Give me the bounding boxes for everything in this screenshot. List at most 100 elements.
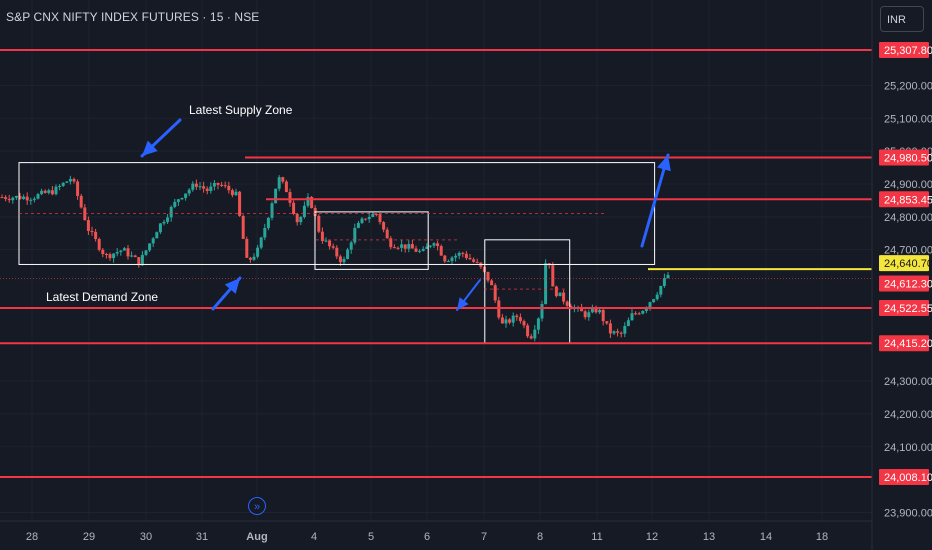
candle: [292, 200, 296, 216]
candle: [504, 315, 508, 328]
price-tick-label: 24,100.00: [884, 442, 932, 454]
candle: [529, 333, 533, 340]
candle-body: [565, 301, 569, 306]
candle: [533, 325, 537, 342]
supply-zone-arrow: [140, 118, 182, 158]
candle-body: [335, 247, 339, 257]
candle: [86, 216, 90, 235]
candle: [655, 291, 659, 301]
candle-body: [511, 315, 515, 323]
candle: [284, 179, 288, 193]
candle-body: [72, 178, 76, 182]
candle: [184, 193, 188, 201]
candle-body: [97, 239, 101, 250]
candle-body: [263, 227, 267, 238]
candle: [205, 186, 209, 195]
candle: [425, 243, 429, 250]
level-price-label: 24,415.20: [879, 335, 932, 352]
candle-body: [65, 181, 69, 183]
candle-body: [389, 238, 393, 248]
candle: [47, 188, 51, 195]
candle-body: [11, 197, 15, 201]
time-tick-label: 12: [646, 531, 658, 543]
candle-body: [558, 292, 562, 297]
candle: [295, 212, 299, 226]
zone-box-2: [314, 211, 429, 270]
arrow-head: [657, 155, 671, 172]
candle: [328, 240, 332, 250]
candle: [342, 256, 346, 265]
candle-body: [112, 253, 116, 259]
candle-body: [25, 196, 29, 201]
candle: [40, 188, 44, 196]
candle: [173, 198, 177, 209]
candle: [324, 237, 328, 243]
candle-body: [230, 190, 234, 196]
candle: [475, 258, 479, 264]
candle: [583, 309, 587, 320]
candle: [11, 196, 15, 204]
candle: [140, 251, 144, 266]
time-tick-label: 14: [760, 531, 772, 543]
candle-body: [155, 232, 159, 239]
candle-body: [234, 191, 238, 196]
candle: [630, 308, 634, 321]
candle-body: [349, 242, 353, 250]
candle: [320, 227, 324, 244]
candle-body: [169, 206, 173, 218]
candle-body: [270, 203, 274, 218]
candle-body: [544, 263, 548, 305]
candle-body: [551, 265, 555, 287]
candle: [479, 262, 483, 269]
candle-body: [79, 195, 83, 208]
candle-body: [212, 182, 216, 187]
candle-body: [346, 249, 350, 260]
candle: [659, 285, 663, 298]
candle: [407, 240, 411, 253]
candle: [148, 243, 152, 252]
price-tick-label: 25,100.00: [884, 113, 932, 125]
candle: [500, 313, 504, 324]
candle: [90, 226, 94, 236]
demand-zone-arrow: [211, 276, 242, 311]
candle-body: [407, 244, 411, 249]
candle: [97, 237, 101, 252]
candle: [29, 197, 33, 205]
price-label-text: 24,415.20: [884, 338, 932, 350]
price-label-text: 24,640.70: [884, 258, 932, 270]
candle-body: [22, 196, 26, 200]
candle-body: [245, 238, 249, 258]
candle: [662, 273, 666, 288]
candle-body: [101, 249, 105, 254]
candle-body: [659, 285, 663, 295]
candle: [245, 236, 249, 258]
candle: [32, 196, 36, 203]
candle: [450, 256, 454, 265]
candle-body: [299, 216, 303, 223]
price-tick-label: 24,800.00: [884, 212, 932, 224]
candle: [281, 176, 285, 184]
candle: [266, 217, 270, 231]
candle-body: [317, 215, 321, 232]
candle-body: [446, 261, 450, 263]
currency-selector[interactable]: INR: [880, 6, 924, 32]
candle: [421, 246, 425, 252]
candle: [263, 223, 267, 241]
candle-body: [119, 250, 123, 253]
candle-body: [464, 253, 468, 259]
candle-body: [616, 331, 620, 333]
candle: [212, 180, 216, 191]
candle: [558, 292, 562, 297]
scroll-to-realtime-button[interactable]: »: [248, 497, 266, 515]
candle-body: [562, 292, 566, 302]
time-tick-label: 13: [703, 531, 715, 543]
candle: [594, 305, 598, 314]
candle: [389, 236, 393, 250]
candle: [511, 312, 515, 327]
candle-body: [184, 193, 188, 198]
candle: [220, 181, 224, 188]
candle: [562, 289, 566, 305]
candle: [418, 249, 422, 254]
candle: [25, 192, 29, 205]
